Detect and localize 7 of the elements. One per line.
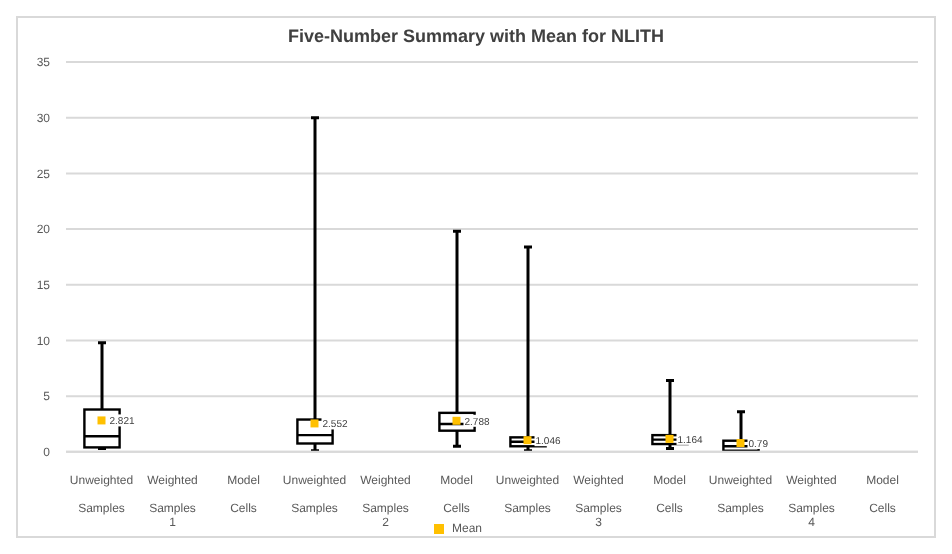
point <box>310 419 319 428</box>
chart-title: Five-Number Summary with Mean for NLITH <box>285 24 667 50</box>
point <box>452 416 461 425</box>
point <box>665 434 674 443</box>
point <box>97 416 106 425</box>
point <box>736 439 745 448</box>
point <box>523 436 532 445</box>
